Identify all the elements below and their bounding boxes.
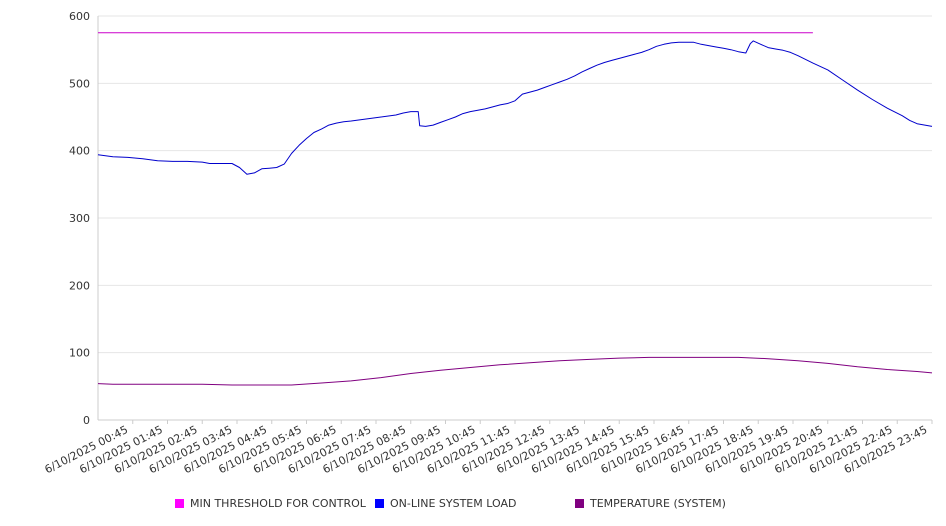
y-tick-label: 400 [69, 145, 90, 158]
legend-swatch-temperature [575, 499, 584, 508]
series-lines [97, 32, 933, 386]
legend-item-temperature: TEMPERATURE (SYSTEM) [575, 497, 726, 510]
system-load-line [97, 40, 933, 175]
y-tick-label: 200 [69, 279, 90, 292]
y-tick-label: 500 [69, 77, 90, 90]
legend: MIN THRESHOLD FOR CONTROL ON-LINE SYSTEM… [0, 497, 946, 515]
legend-label-min-threshold: MIN THRESHOLD FOR CONTROL [190, 497, 366, 510]
legend-label-temperature: TEMPERATURE (SYSTEM) [590, 497, 726, 510]
grid-lines [98, 15, 932, 354]
temperature-line [97, 356, 933, 386]
legend-swatch-min-threshold [175, 499, 184, 508]
y-axis-ticks: 0 100 200 300 400 500 600 [69, 10, 90, 427]
legend-swatch-system-load [375, 499, 384, 508]
legend-label-system-load: ON-LINE SYSTEM LOAD [390, 497, 517, 510]
legend-item-min-threshold: MIN THRESHOLD FOR CONTROL [175, 497, 366, 510]
x-axis-ticks: 6/10/2025 00:456/10/2025 01:456/10/2025 … [43, 420, 933, 476]
y-tick-label: 0 [83, 414, 90, 427]
y-tick-label: 100 [69, 347, 90, 360]
y-tick-label: 300 [69, 212, 90, 225]
legend-item-system-load: ON-LINE SYSTEM LOAD [375, 497, 516, 510]
y-tick-label: 600 [69, 10, 90, 23]
